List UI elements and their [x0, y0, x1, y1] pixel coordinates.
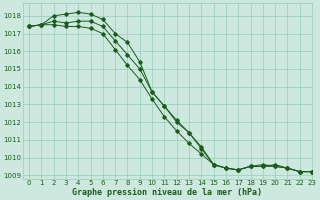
X-axis label: Graphe pression niveau de la mer (hPa): Graphe pression niveau de la mer (hPa)	[72, 188, 262, 197]
